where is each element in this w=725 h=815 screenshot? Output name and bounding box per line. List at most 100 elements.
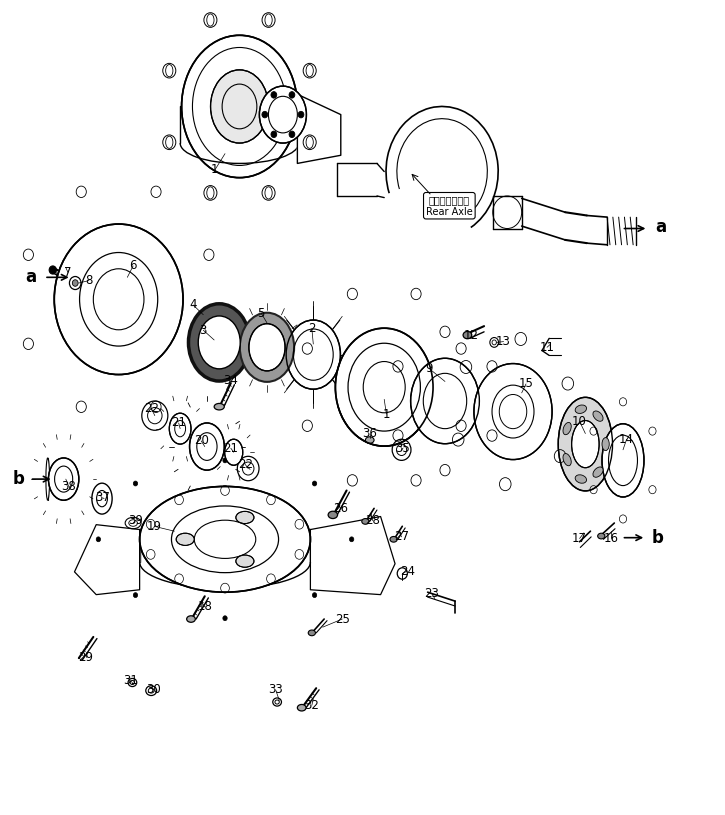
- Text: 14: 14: [619, 433, 634, 446]
- Ellipse shape: [181, 35, 297, 178]
- Ellipse shape: [140, 487, 310, 593]
- Polygon shape: [310, 517, 395, 595]
- Text: 31: 31: [123, 674, 138, 687]
- Circle shape: [349, 537, 354, 542]
- Text: 33: 33: [268, 683, 283, 696]
- Text: 15: 15: [518, 377, 534, 390]
- Ellipse shape: [474, 363, 552, 460]
- Text: 12: 12: [463, 329, 479, 342]
- Circle shape: [49, 266, 57, 274]
- Ellipse shape: [236, 511, 254, 523]
- Ellipse shape: [575, 405, 587, 413]
- Ellipse shape: [170, 413, 191, 444]
- Ellipse shape: [240, 313, 294, 382]
- Text: 32: 32: [304, 698, 319, 711]
- Ellipse shape: [249, 324, 285, 371]
- Text: 21: 21: [223, 442, 239, 455]
- Ellipse shape: [563, 422, 571, 434]
- Circle shape: [312, 593, 317, 597]
- Ellipse shape: [186, 616, 195, 623]
- Circle shape: [289, 91, 295, 98]
- Text: 22: 22: [238, 458, 253, 471]
- Circle shape: [223, 458, 227, 463]
- Ellipse shape: [597, 533, 605, 539]
- Text: 9: 9: [426, 362, 433, 375]
- Text: 29: 29: [78, 651, 94, 663]
- Text: 18: 18: [197, 601, 212, 614]
- Text: 35: 35: [396, 442, 410, 455]
- Ellipse shape: [463, 332, 472, 339]
- Ellipse shape: [410, 359, 479, 443]
- Text: 25: 25: [335, 613, 349, 626]
- Circle shape: [262, 112, 268, 118]
- Ellipse shape: [308, 630, 315, 636]
- Text: 22: 22: [144, 402, 159, 415]
- Text: 6: 6: [129, 259, 137, 272]
- Ellipse shape: [54, 224, 183, 375]
- Ellipse shape: [297, 704, 306, 711]
- Ellipse shape: [286, 320, 341, 390]
- Ellipse shape: [49, 458, 79, 500]
- Text: 26: 26: [334, 502, 348, 515]
- Ellipse shape: [362, 518, 369, 524]
- Ellipse shape: [365, 437, 374, 443]
- Text: 1: 1: [211, 164, 219, 176]
- Text: 16: 16: [603, 532, 618, 545]
- Text: 21: 21: [171, 416, 186, 430]
- Polygon shape: [297, 95, 341, 164]
- Ellipse shape: [602, 438, 609, 451]
- Text: 4: 4: [189, 298, 197, 311]
- Ellipse shape: [563, 453, 571, 465]
- Ellipse shape: [46, 458, 49, 500]
- Ellipse shape: [602, 424, 644, 497]
- Text: 1: 1: [383, 408, 390, 421]
- Ellipse shape: [198, 316, 240, 369]
- Ellipse shape: [210, 70, 268, 143]
- Polygon shape: [75, 525, 140, 595]
- Text: a: a: [25, 268, 37, 286]
- Text: 37: 37: [95, 491, 110, 504]
- Text: 13: 13: [496, 335, 511, 348]
- Text: 30: 30: [146, 683, 161, 696]
- Text: 8: 8: [86, 274, 93, 287]
- Ellipse shape: [571, 421, 599, 468]
- Ellipse shape: [176, 533, 194, 545]
- Ellipse shape: [593, 467, 603, 478]
- Ellipse shape: [390, 536, 397, 542]
- Ellipse shape: [386, 107, 498, 236]
- Circle shape: [133, 593, 138, 597]
- Circle shape: [72, 280, 78, 286]
- Text: 38: 38: [62, 480, 76, 493]
- Text: b: b: [13, 470, 25, 488]
- Text: 11: 11: [539, 341, 555, 354]
- Text: 24: 24: [400, 565, 415, 578]
- Ellipse shape: [214, 403, 224, 410]
- Text: 23: 23: [425, 588, 439, 601]
- Text: 19: 19: [146, 520, 162, 533]
- Text: a: a: [655, 218, 666, 236]
- Ellipse shape: [328, 511, 338, 518]
- Text: 10: 10: [572, 415, 587, 428]
- Text: 17: 17: [572, 532, 587, 545]
- Text: 27: 27: [394, 531, 409, 544]
- Text: リヤーアクスル
Rear Axle: リヤーアクスル Rear Axle: [426, 195, 473, 217]
- Text: b: b: [652, 529, 663, 547]
- Ellipse shape: [189, 423, 224, 470]
- Text: 2: 2: [308, 322, 315, 335]
- Circle shape: [298, 112, 304, 118]
- Circle shape: [312, 481, 317, 486]
- Circle shape: [271, 131, 277, 138]
- Ellipse shape: [575, 475, 587, 483]
- Text: 5: 5: [257, 306, 265, 319]
- Text: 34: 34: [223, 374, 239, 387]
- Ellipse shape: [558, 398, 613, 491]
- Circle shape: [96, 537, 101, 542]
- Ellipse shape: [188, 304, 250, 381]
- Text: 7: 7: [65, 266, 72, 279]
- Ellipse shape: [336, 328, 433, 446]
- Text: 3: 3: [199, 324, 207, 337]
- Ellipse shape: [225, 439, 243, 465]
- Text: 39: 39: [128, 514, 143, 527]
- Text: 36: 36: [362, 427, 377, 440]
- Ellipse shape: [236, 555, 254, 567]
